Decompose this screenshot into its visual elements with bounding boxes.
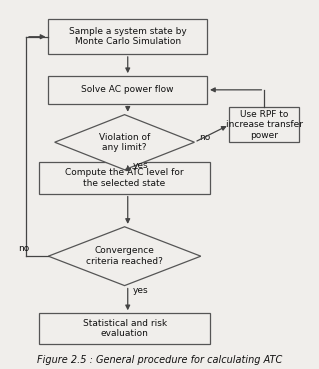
FancyBboxPatch shape <box>39 162 210 194</box>
Text: Statistical and risk
evaluation: Statistical and risk evaluation <box>83 319 167 338</box>
FancyBboxPatch shape <box>39 313 210 344</box>
FancyBboxPatch shape <box>229 107 299 142</box>
Text: no: no <box>199 132 211 142</box>
Text: Sample a system state by
Monte Carlo Simulation: Sample a system state by Monte Carlo Sim… <box>69 27 187 46</box>
Text: Violation of
any limit?: Violation of any limit? <box>99 132 150 152</box>
Text: Convergence
criteria reached?: Convergence criteria reached? <box>86 246 163 266</box>
Polygon shape <box>48 227 201 286</box>
Text: yes: yes <box>132 286 148 295</box>
Polygon shape <box>55 115 195 170</box>
Text: no: no <box>18 244 29 253</box>
FancyBboxPatch shape <box>48 19 207 54</box>
Text: Solve AC power flow: Solve AC power flow <box>81 85 174 94</box>
Text: Figure 2.5 : General procedure for calculating ATC: Figure 2.5 : General procedure for calcu… <box>37 355 282 365</box>
Text: Use RPF to
increase transfer
power: Use RPF to increase transfer power <box>226 110 303 139</box>
Text: Compute the ATC level for
the selected state: Compute the ATC level for the selected s… <box>65 168 184 188</box>
FancyBboxPatch shape <box>48 76 207 104</box>
Text: yes: yes <box>132 161 148 170</box>
